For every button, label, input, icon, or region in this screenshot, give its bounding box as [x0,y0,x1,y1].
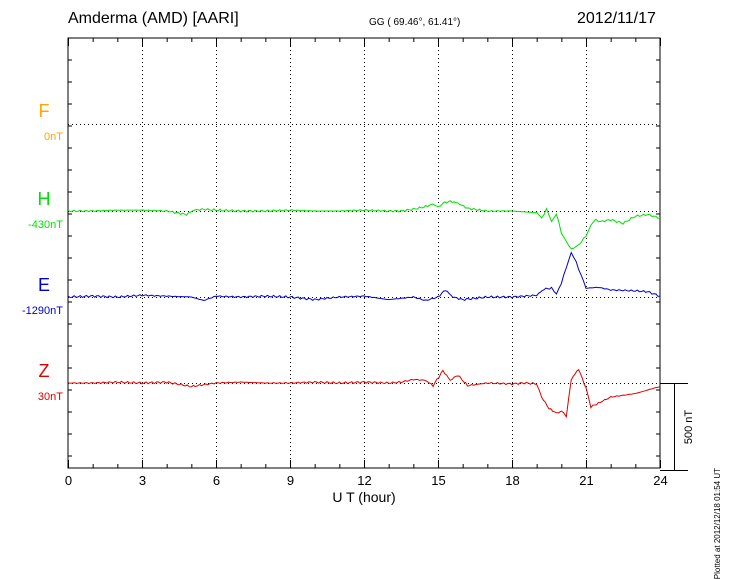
series-name-f: F [39,101,50,121]
series-trace-h [67,200,661,250]
date-title: 2012/11/17 [577,10,656,27]
x-tick-label: 12 [357,473,371,488]
x-tick-label: 3 [139,473,146,488]
series-baseline-label-f: 0nT [44,131,63,143]
series-baseline-label-z: 30nT [38,391,63,403]
series-name-h: H [38,189,51,209]
station-coords: GG ( 69.46°, 61.41°) [369,17,461,28]
plotted-note: Plotted at 2012/12/18 01:54 UT [713,468,722,579]
station-title: Amderma (AMD) [AARI] [68,10,239,27]
series-trace-e [67,251,661,302]
scale-bar-label: 500 nT [683,410,695,445]
x-tick-label: 24 [653,473,667,488]
series-trace-z [67,368,661,419]
x-tick-label: 21 [579,473,593,488]
x-axis-label: U T (hour) [332,489,395,505]
series-name-e: E [38,275,50,295]
x-tick-label: 9 [287,473,294,488]
magnetogram-chart: 0 3 6 9 12 15 18 21 24 U T (hour) F 0nT H -430nT E -129… [22,37,695,505]
series-baseline-label-e: -1290nT [22,305,63,317]
series-baseline-label-h: -430nT [28,219,63,231]
x-tick-label: 6 [213,473,220,488]
x-tick-label: 15 [431,473,445,488]
series-name-z: Z [39,361,50,381]
x-tick-label: 0 [65,473,72,488]
x-tick-label: 18 [505,473,519,488]
